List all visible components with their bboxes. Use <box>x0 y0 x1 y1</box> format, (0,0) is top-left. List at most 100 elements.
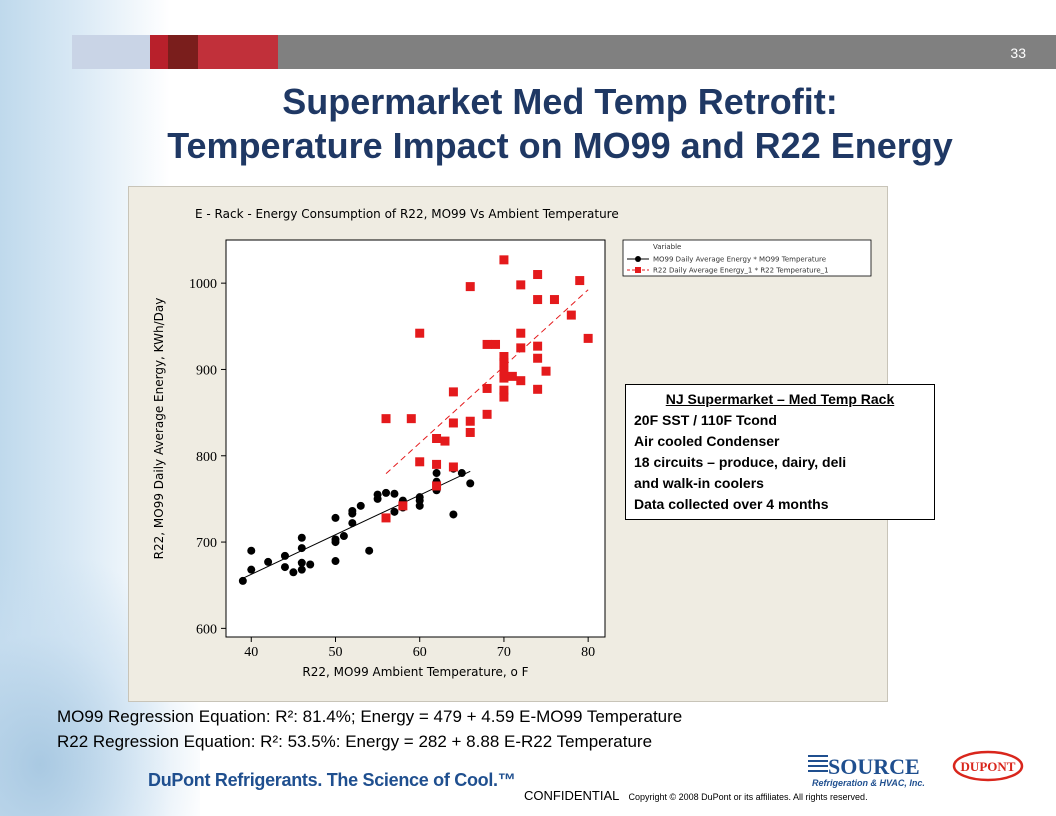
legend-entry: R22 Daily Average Energy_1 * R22 Tempera… <box>653 267 829 275</box>
r22-data-point <box>406 414 416 424</box>
x-tick-label: 50 <box>328 645 342 660</box>
x-tick-label: 60 <box>413 645 427 660</box>
mo99-data-point <box>247 565 256 574</box>
source-logo: SOURCE Refrigeration & HVAC, Inc. <box>808 754 925 788</box>
legend-title: Variable <box>653 243 681 251</box>
legend-entry: MO99 Daily Average Energy * MO99 Tempera… <box>653 256 826 264</box>
dupont-tagline: DuPont Refrigerants. The Science of Cool… <box>148 770 516 790</box>
y-tick-label: 1000 <box>189 277 217 292</box>
r22-data-point <box>482 339 492 349</box>
mo99-data-point <box>331 513 340 522</box>
r22-data-point <box>541 366 551 376</box>
info-box-line: Air cooled Condenser <box>634 433 780 449</box>
mo99-regression-equation: MO99 Regression Equation: R²: 81.4%; Ene… <box>57 707 683 726</box>
page-number: 33 <box>1010 45 1026 61</box>
r22-fit-line <box>385 289 589 475</box>
r22-data-point <box>499 352 509 362</box>
r22-data-point <box>533 384 543 394</box>
r22-data-point <box>465 427 475 437</box>
r22-data-point <box>533 353 543 363</box>
r22-data-point <box>415 457 425 467</box>
mo99-data-point <box>297 565 306 574</box>
legend-box <box>622 239 872 277</box>
mo99-data-point <box>264 557 273 566</box>
footer-copyright: Copyright © 2008 DuPont or its affiliate… <box>628 792 868 802</box>
r22-data-point <box>533 295 543 305</box>
mo99-data-point <box>432 469 441 478</box>
r22-data-point <box>381 414 391 424</box>
r22-data-point <box>491 339 501 349</box>
mo99-data-point <box>348 519 357 528</box>
r22-data-point <box>432 434 442 443</box>
info-box-line: and walk-in coolers <box>634 475 764 491</box>
mo99-data-point <box>297 544 306 553</box>
mo99-data-point <box>339 532 348 541</box>
r22-regression-equation: R22 Regression Equation: R²: 53.5%: Ener… <box>57 732 653 751</box>
r22-data-point <box>448 387 458 397</box>
source-logo-text: SOURCE <box>828 754 920 779</box>
header-bar-segment-red <box>150 35 168 69</box>
mo99-data-point <box>297 558 306 567</box>
mo99-data-point <box>390 507 399 516</box>
mo99-data-point <box>348 506 357 515</box>
r22-data-point <box>465 282 475 292</box>
legend-marker <box>635 267 641 273</box>
chart-title: E - Rack - Energy Consumption of R22, MO… <box>195 207 619 221</box>
mo99-data-point <box>331 557 340 566</box>
mo99-data-point <box>238 576 247 585</box>
mo99-data-point <box>331 535 340 544</box>
mo99-data-point <box>289 568 298 577</box>
r22-data-point <box>566 310 576 320</box>
r22-data-point <box>465 416 475 426</box>
mo99-data-point <box>356 501 365 510</box>
scatter-chart: E - Rack - Energy Consumption of R22, MO… <box>152 207 872 679</box>
r22-data-point <box>516 376 526 386</box>
r22-data-point <box>499 366 509 376</box>
plot-area <box>225 239 606 638</box>
source-logo-subtext: Refrigeration & HVAC, Inc. <box>812 778 925 788</box>
r22-data-point <box>482 409 492 419</box>
r22-data-point <box>440 436 450 446</box>
y-tick-label: 900 <box>196 363 217 378</box>
x-tick-label: 80 <box>581 645 595 660</box>
r22-data-point <box>499 255 509 265</box>
r22-data-point <box>482 383 492 393</box>
r22-data-point <box>432 459 442 469</box>
r22-data-point <box>381 513 391 523</box>
slide-title: Supermarket Med Temp Retrofit: Temperatu… <box>60 80 1056 168</box>
mo99-data-point <box>306 560 315 569</box>
r22-data-point <box>575 276 585 286</box>
mo99-data-point <box>382 488 391 497</box>
header-bar-segment-blue <box>72 35 150 69</box>
r22-data-point <box>499 358 509 368</box>
y-axis-label: R22, MO99 Daily Average Energy, KWh/Day <box>152 298 166 560</box>
r22-data-point <box>516 280 526 290</box>
mo99-data-point <box>373 490 382 499</box>
footer: CONFIDENTIAL Copyright © 2008 DuPont or … <box>524 788 868 803</box>
info-box-line: 20F SST / 110F Tcond <box>634 412 777 428</box>
y-tick-label: 800 <box>196 450 217 465</box>
y-tick-label: 700 <box>196 536 217 551</box>
title-line-1: Supermarket Med Temp Retrofit: <box>282 81 838 122</box>
dupont-logo-text: DUPONT <box>961 759 1016 774</box>
info-box: NJ Supermarket – Med Temp Rack 20F SST /… <box>625 384 935 520</box>
title-line-2: Temperature Impact on MO99 and R22 Energ… <box>167 125 953 166</box>
mo99-data-point <box>415 493 424 502</box>
r22-data-point <box>499 385 509 395</box>
mo99-data-point <box>449 510 458 519</box>
mo99-data-point <box>466 479 475 488</box>
dupont-logo: DUPONT <box>952 750 1024 782</box>
header-bar-segment-crimson <box>198 35 278 69</box>
legend-marker <box>635 256 641 262</box>
info-box-heading: NJ Supermarket – Med Temp Rack <box>665 391 895 407</box>
mo99-data-point <box>280 563 289 572</box>
r22-data-point <box>448 418 458 428</box>
mo99-data-point <box>365 546 374 555</box>
header-bar <box>72 35 1056 69</box>
x-axis-label: R22, MO99 Ambient Temperature, o F <box>302 665 528 679</box>
mo99-data-point <box>457 469 466 478</box>
header-bar-segment-darkred <box>168 35 198 69</box>
r22-data-point <box>398 501 408 511</box>
x-tick-label: 40 <box>244 645 258 660</box>
r22-data-point <box>533 270 543 280</box>
